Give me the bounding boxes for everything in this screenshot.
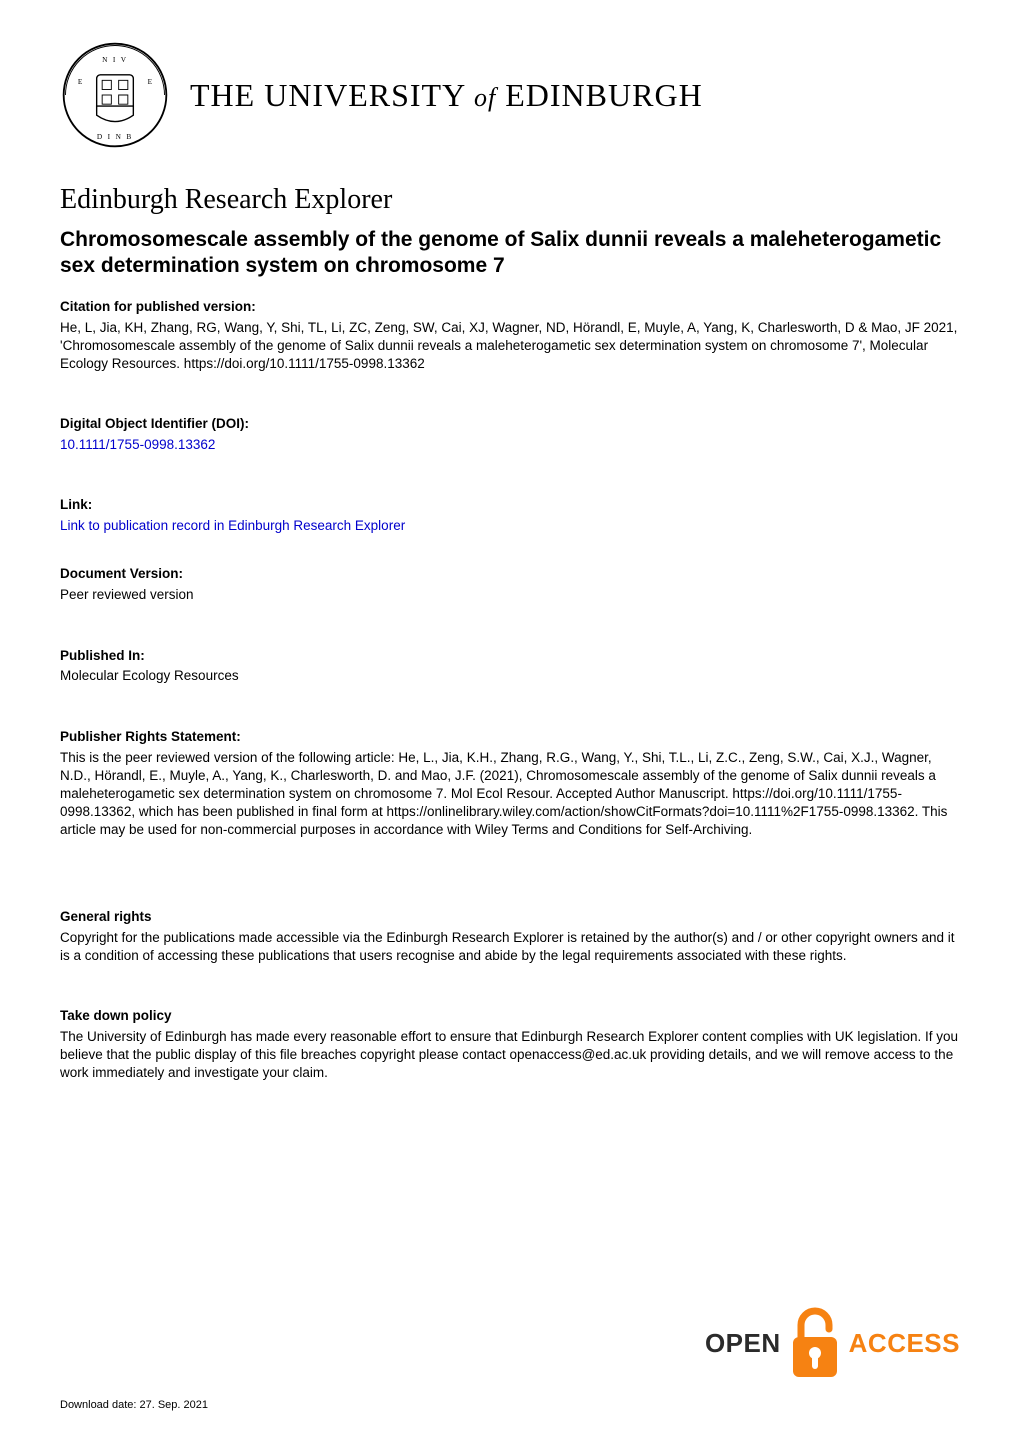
published-in-body: Molecular Ecology Resources — [60, 667, 960, 685]
doc-version-body: Peer reviewed version — [60, 586, 960, 604]
citation-label: Citation for published version: — [60, 298, 960, 317]
page: N I V E E D I N B THE UNIVERSITY of EDIN… — [0, 0, 1020, 1443]
published-in-label: Published In: — [60, 647, 960, 666]
open-lock-icon — [787, 1303, 843, 1383]
link-label: Link: — [60, 496, 960, 515]
univ-name-suffix: EDINBURGH — [505, 77, 702, 113]
open-access-open: OPEN — [705, 1325, 781, 1361]
publisher-rights-label: Publisher Rights Statement: — [60, 728, 960, 747]
open-access-badge: OPEN ACCESS — [705, 1303, 960, 1383]
university-name: THE UNIVERSITY of EDINBURGH — [190, 73, 703, 118]
svg-text:D I N B: D I N B — [97, 132, 133, 141]
svg-text:E: E — [78, 77, 83, 86]
open-access-access: ACCESS — [849, 1325, 960, 1361]
publisher-rights-body: This is the peer reviewed version of the… — [60, 749, 960, 840]
university-crest-icon: N I V E E D I N B — [60, 40, 170, 150]
svg-text:E: E — [148, 77, 153, 86]
univ-name-prefix: THE UNIVERSITY — [190, 77, 465, 113]
article-title: Chromosomescale assembly of the genome o… — [60, 227, 960, 280]
take-down-label: Take down policy — [60, 1007, 960, 1026]
header: N I V E E D I N B THE UNIVERSITY of EDIN… — [60, 40, 960, 150]
univ-name-of: of — [474, 83, 496, 112]
publication-record-link[interactable]: Link to publication record in Edinburgh … — [60, 518, 405, 533]
download-date: Download date: 27. Sep. 2021 — [60, 1398, 208, 1413]
general-rights-label: General rights — [60, 908, 960, 927]
doi-label: Digital Object Identifier (DOI): — [60, 415, 960, 434]
citation-body: He, L, Jia, KH, Zhang, RG, Wang, Y, Shi,… — [60, 319, 960, 374]
svg-text:N I V: N I V — [102, 55, 128, 64]
doc-version-label: Document Version: — [60, 565, 960, 584]
general-rights-body: Copyright for the publications made acce… — [60, 929, 960, 965]
doi-link[interactable]: 10.1111/1755-0998.13362 — [60, 437, 215, 452]
explorer-title: Edinburgh Research Explorer — [60, 180, 960, 219]
take-down-body: The University of Edinburgh has made eve… — [60, 1028, 960, 1083]
